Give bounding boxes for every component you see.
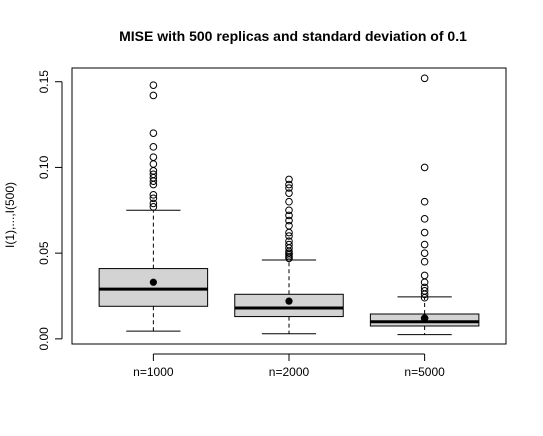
outlier-point (149, 143, 158, 151)
outlier-point (420, 249, 429, 257)
outlier-point (285, 180, 293, 189)
outlier-point (285, 211, 293, 220)
y-tick-label: 0.00 (37, 327, 51, 351)
outlier-point (420, 257, 429, 266)
y-tick-label: 0.10 (37, 155, 51, 179)
outlier-point (285, 206, 293, 215)
outlier-point (420, 215, 429, 223)
outlier-point (149, 153, 158, 161)
outlier-point (285, 240, 293, 249)
x-axis: n=1000 n=2000 n=5000 (133, 353, 445, 379)
outlier-point (149, 160, 158, 168)
mean-point (421, 314, 429, 322)
y-axis: 0.00 0.05 0.10 0.15 (37, 70, 63, 351)
outlier-point (285, 221, 293, 230)
outlier-point (420, 74, 429, 83)
chart-title: MISE with 500 replicas and standard devi… (119, 28, 467, 44)
outlier-point (149, 170, 158, 179)
outlier-point (285, 189, 293, 197)
outlier-point (285, 216, 293, 225)
outlier-point (149, 194, 158, 203)
x-tick-label: n=5000 (404, 365, 445, 379)
outlier-point (149, 81, 158, 89)
outlier-point (285, 232, 293, 240)
outlier-point (285, 184, 293, 192)
outlier-point (420, 271, 429, 280)
outlier-point (420, 197, 429, 206)
outlier-point (285, 175, 293, 184)
x-tick-label: n=1000 (133, 365, 174, 379)
outlier-point (420, 283, 429, 292)
outlier-point (420, 228, 429, 237)
iqr-box (98, 268, 209, 307)
iqr-box (234, 293, 344, 318)
box-n=1000 (98, 81, 209, 332)
plot-frame (71, 67, 507, 345)
outlier-point (149, 199, 158, 208)
y-axis-label: I(1),...,I(500) (3, 182, 17, 248)
y-tick-label: 0.05 (37, 241, 51, 265)
outlier-point (285, 197, 293, 206)
y-tick-label: 0.15 (37, 70, 51, 94)
outlier-point (420, 287, 429, 295)
outlier-point (149, 203, 158, 211)
box-n=5000 (369, 74, 480, 336)
box-series (98, 74, 480, 336)
x-tick-label: n=2000 (269, 365, 310, 379)
box-n=2000 (234, 175, 344, 335)
outlier-point (149, 129, 158, 137)
outlier-point (420, 163, 429, 172)
outlier-point (149, 191, 158, 199)
mean-point (285, 297, 293, 305)
mean-point (149, 278, 157, 286)
outlier-point (285, 237, 293, 245)
outlier-point (149, 91, 158, 100)
outlier-point (420, 240, 429, 249)
